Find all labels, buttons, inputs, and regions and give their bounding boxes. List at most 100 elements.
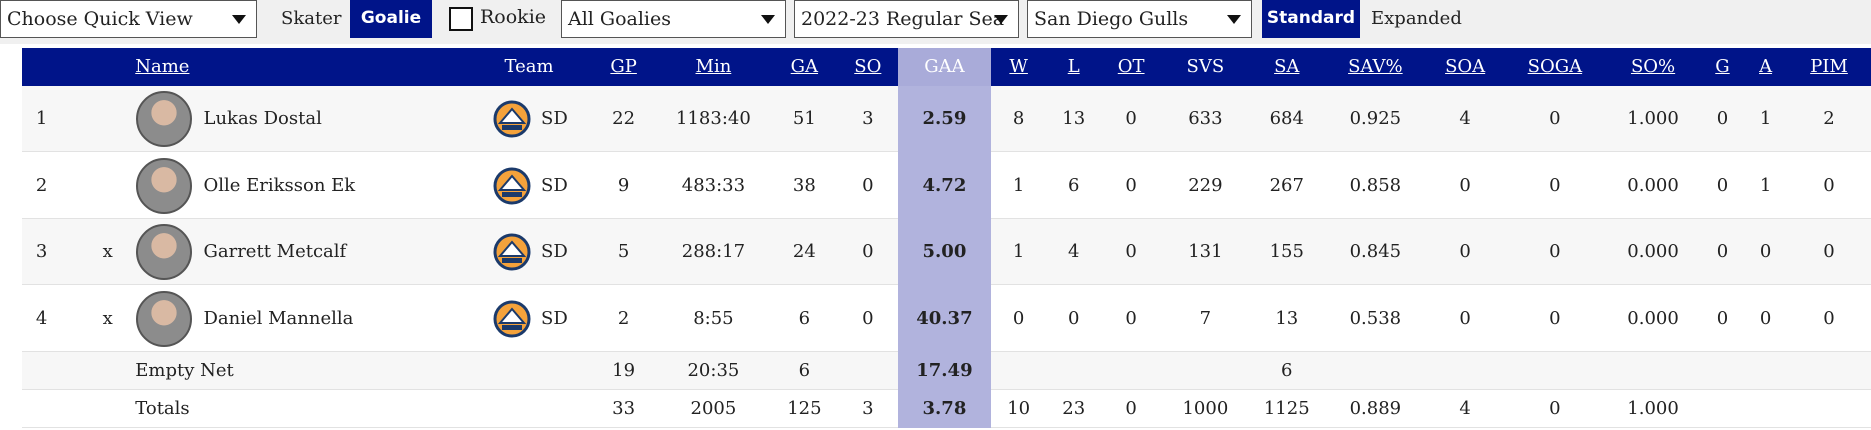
stat-ga: 125 (787, 398, 822, 419)
rookie-mark: x (102, 307, 113, 329)
stat-gp: 9 (617, 174, 630, 196)
header-gaa: GAA (924, 56, 965, 77)
stat-ga: 6 (798, 360, 811, 381)
header-soa[interactable]: SOA (1445, 56, 1486, 77)
quick-view-select[interactable]: Choose Quick View (0, 0, 257, 38)
gaa-cell (897, 285, 992, 352)
stat-sa: 155 (1269, 241, 1304, 262)
player-name[interactable]: Lukas Dostal (203, 108, 322, 129)
stat-soga: 0 (1549, 398, 1561, 419)
stat-sop: 0.000 (1627, 174, 1679, 196)
stat-min: 1183:40 (676, 108, 751, 129)
player-name: Totals (135, 398, 190, 419)
header-g[interactable]: G (1715, 56, 1730, 77)
player-name[interactable]: Garrett Metcalf (203, 241, 347, 262)
stat-gaa: 5.00 (922, 241, 967, 262)
stat-soga: 0 (1549, 307, 1561, 329)
stat-svs: 1000 (1182, 398, 1229, 419)
header-sop[interactable]: SO% (1630, 56, 1676, 77)
stat-savp: 0.538 (1349, 307, 1402, 329)
stat-gp: 22 (612, 108, 636, 129)
stat-min: 8:55 (693, 307, 734, 329)
stat-svs: 7 (1199, 307, 1212, 329)
team-code: SD (541, 307, 568, 329)
team-code: SD (541, 108, 568, 129)
header-svs: SVS (1186, 56, 1225, 77)
header-ga[interactable]: GA (790, 56, 819, 77)
stat-gp: 19 (612, 360, 636, 381)
stat-sop: 1.000 (1627, 398, 1679, 419)
stat-gaa: 17.49 (916, 360, 973, 381)
stat-ga: 38 (792, 174, 816, 196)
season-select[interactable]: 2022-23 Regular Sea (794, 0, 1019, 38)
player-photo (135, 157, 192, 214)
stat-ga: 6 (798, 307, 811, 329)
stat-gaa: 3.78 (922, 398, 967, 419)
stat-so: 3 (862, 108, 874, 129)
header-soga[interactable]: SOGA (1527, 56, 1583, 77)
stat-w: 0 (1012, 307, 1025, 329)
stat-savp: 0.889 (1349, 398, 1402, 419)
team-select[interactable]: San Diego Gulls (1027, 0, 1252, 38)
stat-ot: 0 (1125, 241, 1137, 262)
header-min[interactable]: Min (695, 56, 732, 77)
expanded-tab[interactable]: Expanded (1371, 8, 1462, 29)
stat-soga: 0 (1549, 108, 1561, 129)
stat-gaa: 2.59 (922, 108, 967, 129)
stat-l: 23 (1062, 398, 1086, 419)
player-select[interactable]: All Goalies (561, 0, 786, 38)
header-w[interactable]: W (1009, 56, 1028, 77)
team-logo (492, 166, 532, 206)
player-name[interactable]: Olle Eriksson Ek (203, 174, 356, 196)
header-name[interactable]: Name (135, 56, 190, 77)
gaa-cell (897, 152, 992, 219)
stat-sa: 684 (1269, 108, 1304, 129)
standard-tab[interactable]: Standard (1262, 0, 1360, 38)
stat-savp: 0.845 (1349, 241, 1402, 262)
rank: 1 (35, 108, 48, 129)
stat-gp: 5 (617, 241, 630, 262)
gaa-cell (897, 352, 992, 390)
skater-tab[interactable]: Skater (281, 8, 342, 29)
rank: 3 (35, 241, 48, 262)
stat-l: 0 (1067, 307, 1080, 329)
header-savp[interactable]: SAV% (1348, 56, 1403, 77)
stat-gaa: 4.72 (922, 174, 967, 196)
stat-a: 0 (1759, 307, 1772, 329)
stat-so: 0 (862, 174, 874, 196)
gaa-column-header (897, 48, 992, 86)
stat-min: 288:17 (681, 241, 746, 262)
header-l[interactable]: L (1067, 56, 1080, 77)
rookie-label: Rookie (480, 6, 547, 28)
player-photo (135, 290, 192, 347)
stat-sa: 1125 (1263, 398, 1310, 419)
stat-a: 1 (1759, 174, 1772, 196)
stat-w: 8 (1012, 108, 1025, 129)
rookie-checkbox[interactable] (449, 7, 473, 31)
goalie-tab[interactable]: Goalie (350, 0, 432, 38)
stat-sop: 0.000 (1627, 241, 1679, 262)
header-sa[interactable]: SA (1274, 56, 1300, 77)
player-photo (135, 224, 192, 280)
stat-so: 3 (862, 398, 874, 419)
stat-min: 20:35 (687, 360, 740, 381)
header-a[interactable]: A (1759, 56, 1773, 77)
header-gp[interactable]: GP (610, 56, 637, 77)
team-logo (492, 299, 532, 339)
stat-so: 0 (862, 307, 874, 329)
logo-icon (493, 167, 531, 204)
stat-ot: 0 (1125, 108, 1137, 129)
stat-gp: 33 (612, 398, 636, 419)
stat-savp: 0.858 (1349, 174, 1402, 196)
gaa-cell (897, 86, 992, 152)
header-so[interactable]: SO (854, 56, 882, 77)
logo-icon (493, 300, 531, 337)
player-name[interactable]: Daniel Mannella (203, 307, 354, 329)
stat-pim: 0 (1823, 307, 1835, 329)
stat-ga: 24 (792, 241, 816, 262)
header-pim[interactable]: PIM (1810, 56, 1848, 77)
header-ot[interactable]: OT (1117, 56, 1145, 77)
team-code: SD (541, 241, 568, 262)
stat-ot: 0 (1125, 398, 1137, 419)
